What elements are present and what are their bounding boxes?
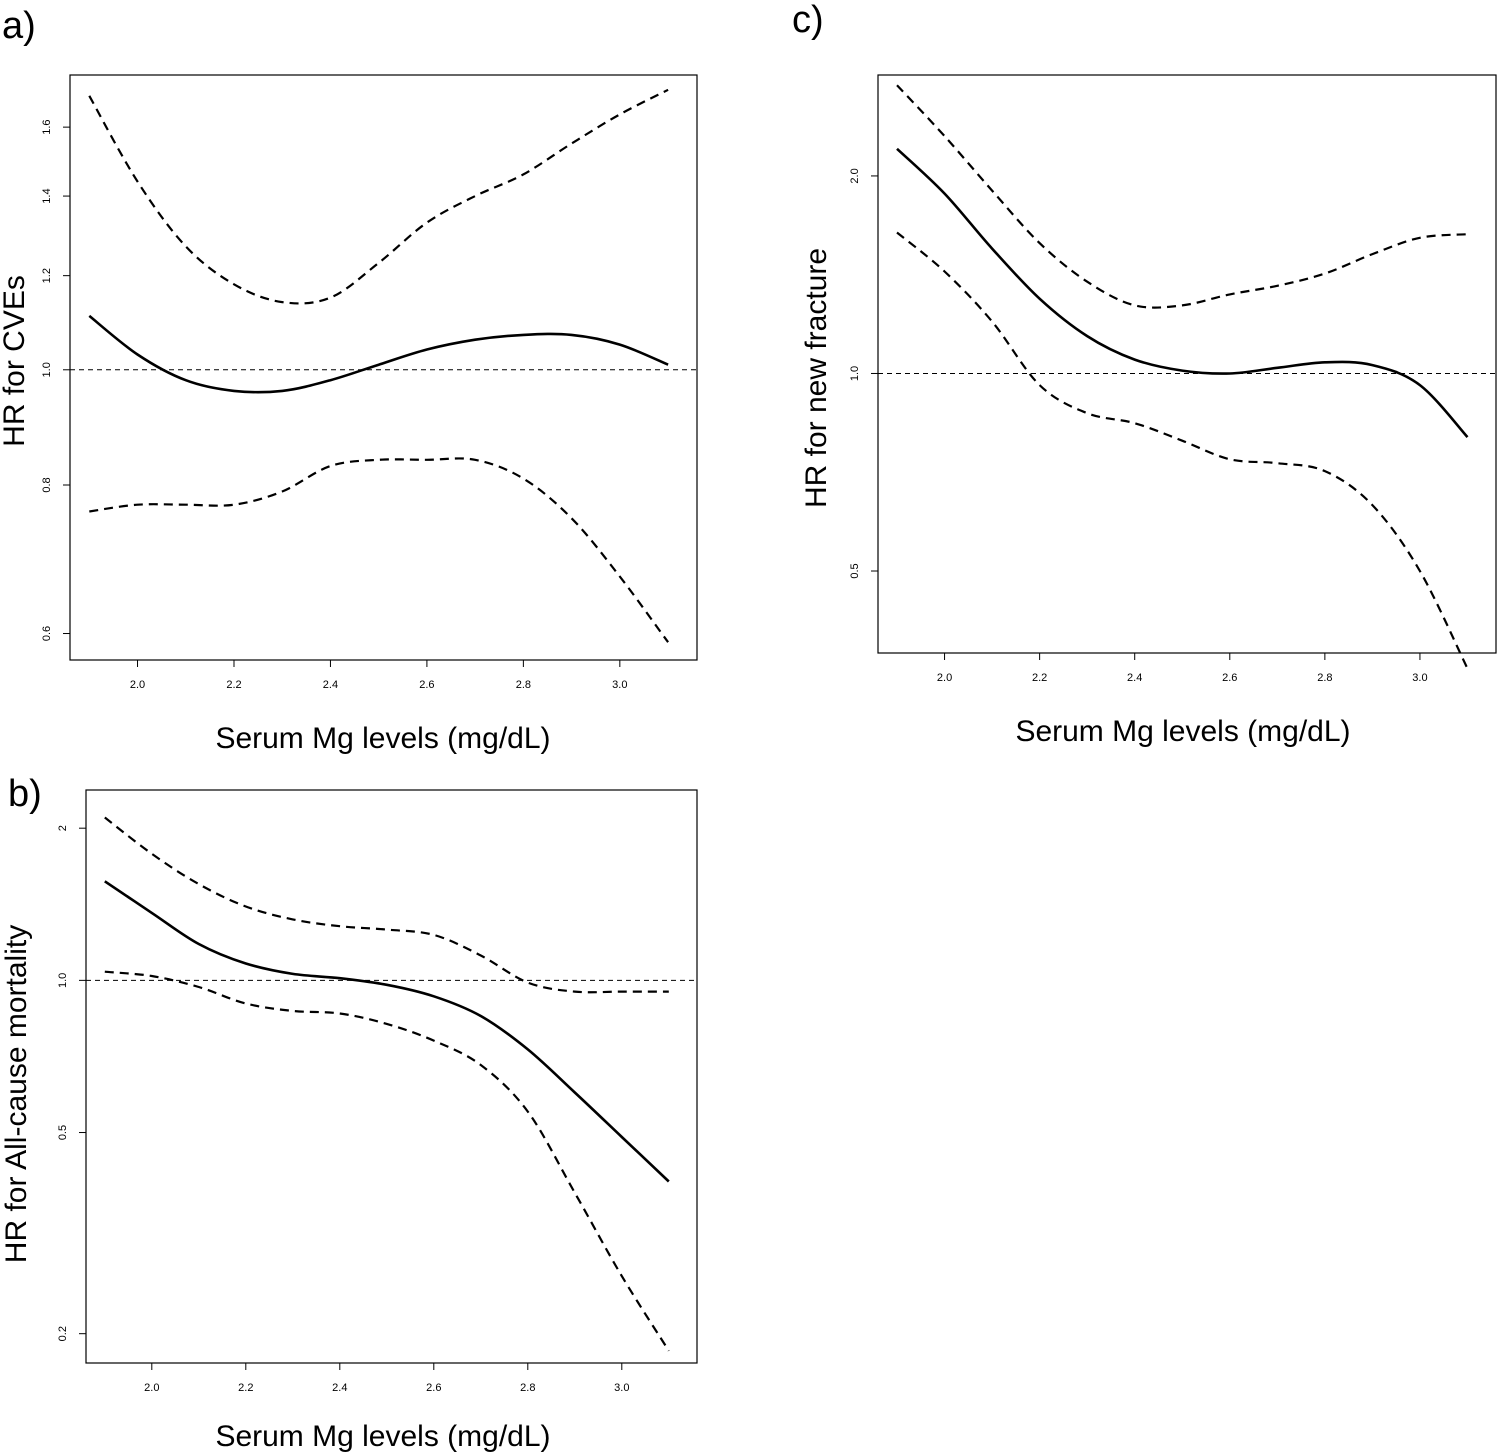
panel-c-lower-ci-line — [896, 231, 1469, 670]
panel-b-x-tick-label: 2.2 — [238, 1382, 253, 1394]
panel-a-lower-ci-line — [89, 457, 669, 643]
panel-c-estimate-line — [896, 147, 1469, 438]
panel-b-x-tick-label: 2.8 — [520, 1382, 535, 1394]
panel-b-x-tick-label: 2.6 — [426, 1382, 441, 1394]
panel-c-x-tick-label: 2.0 — [937, 672, 952, 684]
panel-a-y-tick-label: 1.6 — [41, 119, 53, 134]
panel-b-x-tick-label: 2.0 — [144, 1382, 159, 1394]
panel-b-label: b) — [8, 773, 42, 815]
panel-b-lower-ci-line — [104, 970, 670, 1352]
panel-a-plot-frame — [69, 74, 698, 661]
panel-a-y-tick-label: 0.8 — [41, 477, 53, 492]
panel-a-y-tick-label: 1.2 — [41, 268, 53, 283]
panel-a-y-axis-title: HR for CVEs — [0, 275, 31, 447]
panel-c-plot-frame — [877, 74, 1497, 654]
panel-a-x-tick-label: 2.2 — [226, 679, 241, 691]
panel-c-x-tick-label: 3.0 — [1412, 672, 1427, 684]
panel-c-y-axis-title: HR for new fracture — [800, 248, 833, 508]
panel-c: c) HR for new fracture Serum Mg levels (… — [792, 0, 1497, 748]
panel-c-x-axis-title: Serum Mg levels (mg/dL) — [1015, 715, 1350, 748]
panel-b-y-tick-label: 2 — [57, 825, 69, 831]
panel-b-y-tick-label: 0.5 — [57, 1125, 69, 1140]
panel-a-x-axis-title: Serum Mg levels (mg/dL) — [215, 722, 550, 755]
panel-a-y-tick-label: 1.4 — [41, 188, 53, 203]
panel-b-plot-frame — [85, 789, 698, 1364]
panel-a-x-tick-label: 2.4 — [323, 679, 338, 691]
panel-c-y-tick-label: 2.0 — [849, 168, 861, 183]
panel-a-estimate-line — [88, 314, 669, 394]
panel-b-y-tick-label: 1.0 — [57, 973, 69, 988]
panel-c-x-tick-label: 2.2 — [1032, 672, 1047, 684]
panel-c-y-tick-label: 0.5 — [849, 563, 861, 578]
panel-a-x-tick-label: 2.8 — [516, 679, 531, 691]
panel-b-estimate-line — [104, 880, 670, 1183]
panel-a-x-tick-label: 2.0 — [130, 679, 145, 691]
panel-a-label: a) — [2, 5, 36, 47]
panel-b-y-tick-label: 0.2 — [57, 1326, 69, 1341]
panel-a-x-tick-label: 3.0 — [612, 679, 627, 691]
panel-b-upper-ci-line — [104, 816, 669, 994]
panel-b: b) HR for All-cause mortality Serum Mg l… — [0, 773, 698, 1453]
panel-b-x-axis-title: Serum Mg levels (mg/dL) — [215, 1420, 550, 1453]
panel-b-x-tick-label: 3.0 — [614, 1382, 629, 1394]
panel-a-y-tick-label: 0.6 — [41, 626, 53, 641]
panel-c-label: c) — [792, 0, 824, 41]
panel-c-x-tick-label: 2.6 — [1222, 672, 1237, 684]
panel-c-x-tick-label: 2.8 — [1317, 672, 1332, 684]
panel-c-y-tick-label: 1.0 — [849, 366, 861, 381]
panel-a-upper-ci-line — [88, 88, 669, 305]
panel-c-x-tick-label: 2.4 — [1127, 672, 1142, 684]
panel-b-x-tick-label: 2.4 — [332, 1382, 347, 1394]
panel-a-x-tick-label: 2.6 — [419, 679, 434, 691]
panel-b-y-axis-title: HR for All-cause mortality — [0, 925, 33, 1263]
panel-a-y-tick-label: 1.0 — [41, 362, 53, 377]
panel-c-upper-ci-line — [896, 84, 1468, 309]
panel-a: a) HR for CVEs Serum Mg levels (mg/dL) 2… — [0, 5, 698, 755]
